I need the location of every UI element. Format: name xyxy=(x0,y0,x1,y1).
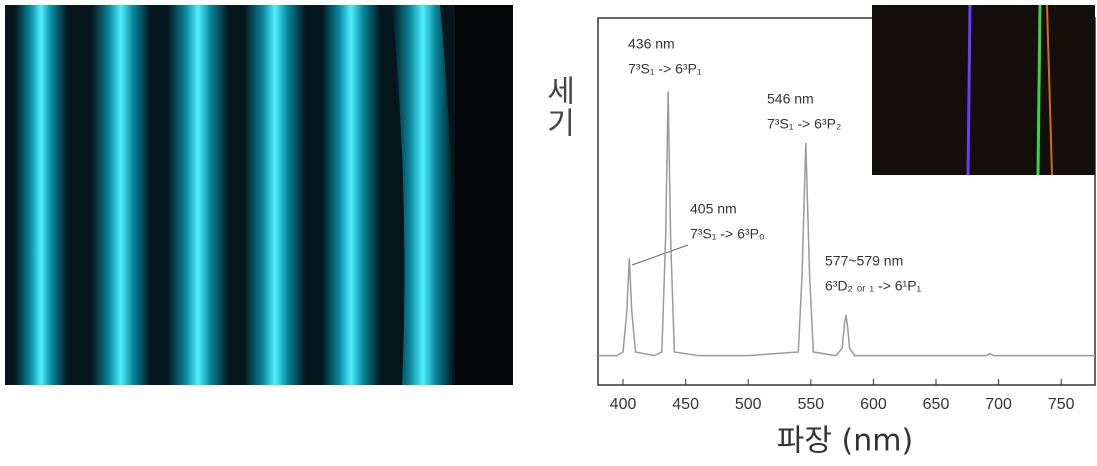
x-tick-label: 600 xyxy=(860,396,887,413)
x-tick-label: 450 xyxy=(672,396,699,413)
x-tick-label: 400 xyxy=(610,396,637,413)
annotation-pointer xyxy=(631,244,689,266)
annotation-transition: 7³S₁ -> 6³P₀ xyxy=(690,226,765,242)
annotation-wavelength: 405 nm xyxy=(690,201,737,217)
y-axis-title: 세기 xyxy=(540,75,575,139)
x-tick-label: 700 xyxy=(985,396,1012,413)
x-tick-label: 500 xyxy=(735,396,762,413)
inset-spectrum-photo xyxy=(872,4,1095,176)
annotation-wavelength: 577~579 nm xyxy=(825,253,903,269)
photo-lamp xyxy=(5,5,513,385)
annotation-wavelength: 436 nm xyxy=(628,36,675,52)
x-tick-label: 550 xyxy=(797,396,824,413)
x-tick-label: 650 xyxy=(923,396,950,413)
spectrum-line xyxy=(598,91,1095,357)
annotation-transition: 6³D₂ ₒᵣ ₁ -> 6¹P₁ xyxy=(825,278,922,294)
annotation-transition: 7³S₁ -> 6³P₂ xyxy=(767,116,841,132)
x-axis-title: 파장 (nm) xyxy=(777,424,913,459)
x-tick-label: 750 xyxy=(1048,396,1075,413)
annotation-transition: 7³S₁ -> 6³P₁ xyxy=(628,61,702,77)
annotation-wavelength: 546 nm xyxy=(767,91,814,107)
plot-frame xyxy=(597,17,1096,386)
